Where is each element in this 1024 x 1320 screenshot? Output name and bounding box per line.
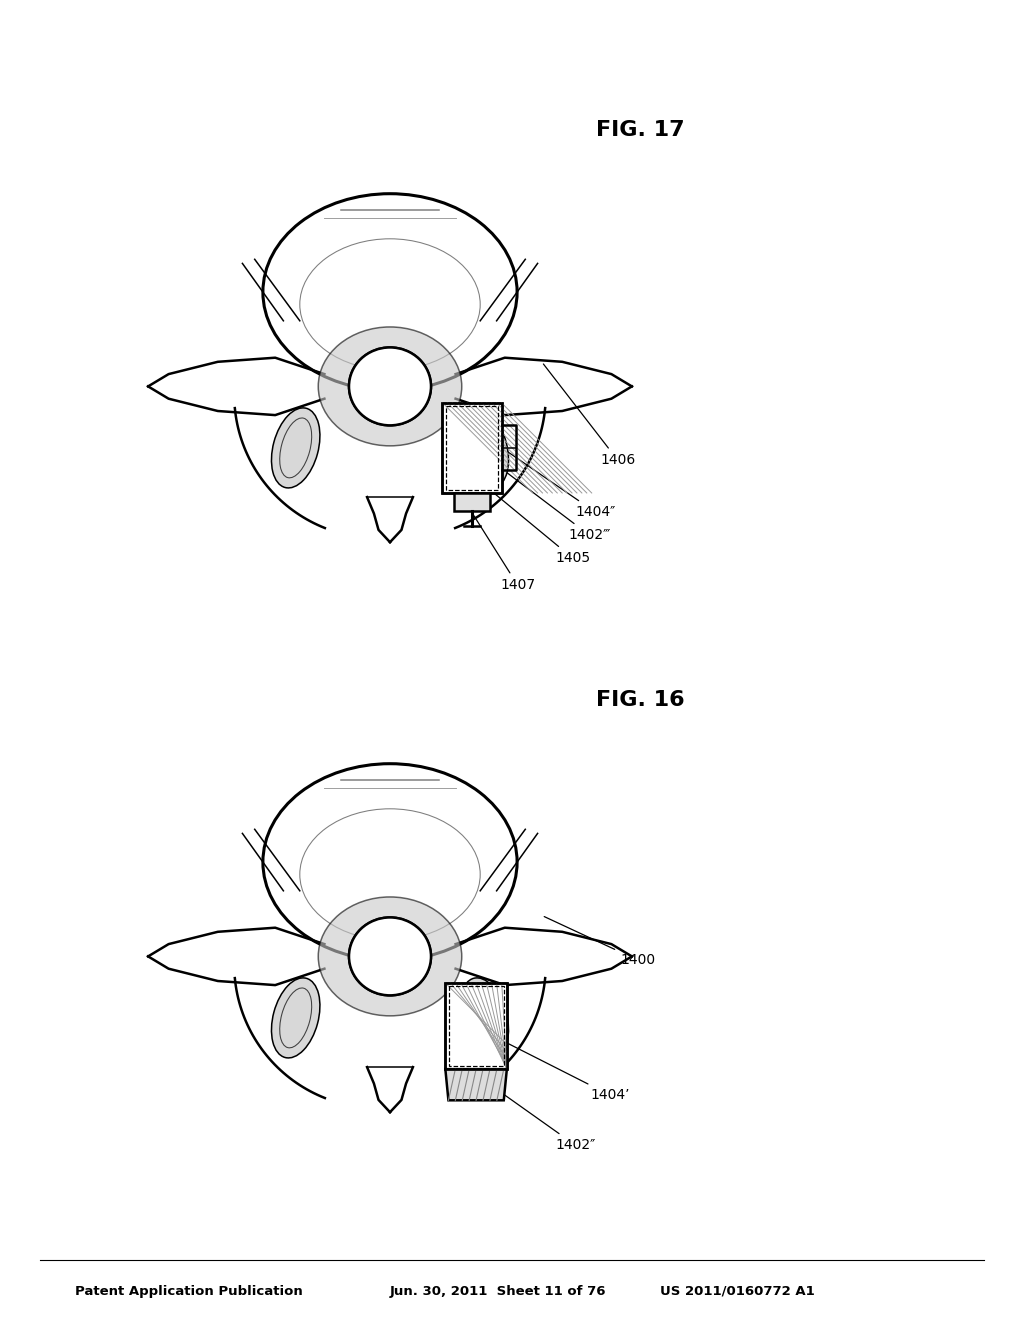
Text: Patent Application Publication: Patent Application Publication bbox=[75, 1284, 303, 1298]
Ellipse shape bbox=[349, 347, 431, 425]
Text: 1400: 1400 bbox=[544, 916, 655, 968]
Text: 1404’: 1404’ bbox=[481, 1030, 630, 1102]
Ellipse shape bbox=[349, 347, 431, 425]
Ellipse shape bbox=[318, 327, 462, 446]
Ellipse shape bbox=[263, 764, 517, 961]
Ellipse shape bbox=[263, 194, 517, 391]
Polygon shape bbox=[445, 1069, 507, 1101]
Ellipse shape bbox=[349, 917, 431, 995]
Ellipse shape bbox=[318, 898, 462, 1016]
Ellipse shape bbox=[349, 917, 431, 995]
Text: 1404″: 1404″ bbox=[484, 436, 615, 519]
Ellipse shape bbox=[271, 978, 319, 1057]
Bar bbox=[442, 403, 502, 492]
Bar bbox=[445, 983, 507, 1069]
Text: FIG. 16: FIG. 16 bbox=[596, 690, 684, 710]
Bar bbox=[449, 986, 504, 1065]
Ellipse shape bbox=[271, 408, 319, 488]
Text: 1407: 1407 bbox=[464, 499, 536, 591]
Bar bbox=[442, 403, 502, 492]
Text: Jun. 30, 2011  Sheet 11 of 76: Jun. 30, 2011 Sheet 11 of 76 bbox=[390, 1284, 606, 1298]
Text: FIG. 17: FIG. 17 bbox=[596, 120, 684, 140]
Ellipse shape bbox=[460, 408, 509, 488]
Text: 1402‴: 1402‴ bbox=[484, 455, 610, 543]
Bar bbox=[455, 492, 489, 511]
Text: US 2011/0160772 A1: US 2011/0160772 A1 bbox=[660, 1284, 815, 1298]
Bar bbox=[445, 983, 507, 1069]
Text: 1406: 1406 bbox=[544, 364, 635, 467]
Ellipse shape bbox=[460, 978, 509, 1057]
Text: 1405: 1405 bbox=[474, 477, 590, 565]
Bar bbox=[445, 407, 499, 490]
Text: 1402″: 1402″ bbox=[460, 1063, 595, 1152]
